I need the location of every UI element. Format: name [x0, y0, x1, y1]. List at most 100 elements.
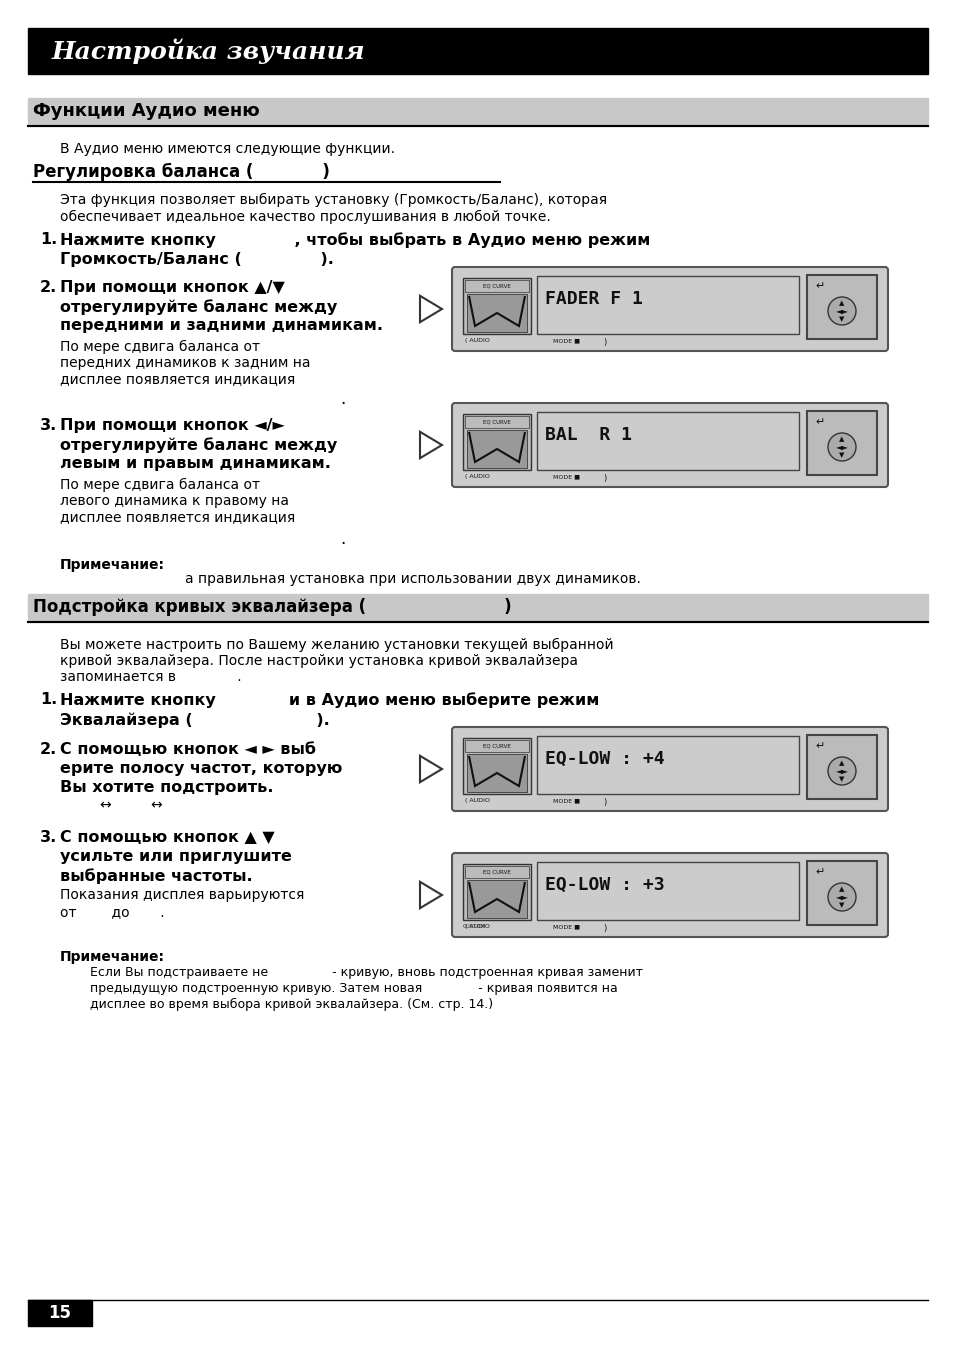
- Text: ): ): [602, 474, 605, 482]
- Text: При помощи кнопок ▲/▼: При помощи кнопок ▲/▼: [60, 280, 284, 295]
- Text: EQ CURVE: EQ CURVE: [482, 870, 511, 874]
- Text: FADER F 1: FADER F 1: [544, 290, 642, 308]
- Bar: [806, 860, 876, 925]
- Bar: [464, 416, 529, 428]
- Text: MODE ■: MODE ■: [553, 798, 579, 804]
- Text: отрегулируйте баланс между: отрегулируйте баланс между: [60, 299, 337, 314]
- Text: передних динамиков к задним на: передних динамиков к задним на: [60, 356, 310, 370]
- Text: 1.: 1.: [40, 232, 57, 247]
- Text: ▲: ▲: [839, 436, 843, 442]
- Text: Эта функция позволяет выбирать установку (Громкость/Баланс), которая: Эта функция позволяет выбирать установку…: [60, 192, 606, 207]
- Text: ( AUDIO: ( AUDIO: [464, 924, 489, 930]
- Text: ): ): [602, 798, 605, 808]
- Circle shape: [827, 883, 855, 911]
- Bar: [462, 738, 531, 794]
- Text: CUSTOM: CUSTOM: [462, 924, 486, 930]
- Text: ): ): [602, 337, 605, 347]
- Text: ↵: ↵: [814, 867, 823, 877]
- Text: дисплее появляется индикация: дисплее появляется индикация: [60, 509, 294, 524]
- Text: ( AUDIO: ( AUDIO: [464, 798, 489, 804]
- Text: EQ-LOW : +4: EQ-LOW : +4: [544, 751, 664, 768]
- Text: предыдущую подстроенную кривую. Затем новая              - кривая появится на: предыдущую подстроенную кривую. Затем но…: [90, 982, 618, 995]
- Text: По мере сдвига баланса от: По мере сдвига баланса от: [60, 478, 260, 492]
- Bar: [28, 98, 927, 126]
- Text: передними и задними динамикам.: передними и задними динамикам.: [60, 318, 382, 333]
- Bar: [806, 275, 876, 339]
- Text: По мере сдвига баланса от: По мере сдвига баланса от: [60, 340, 260, 354]
- Text: ▼: ▼: [839, 902, 843, 908]
- Text: Нажмите кнопку              , чтобы выбрать в Аудио меню режим: Нажмите кнопку , чтобы выбрать в Аудио м…: [60, 232, 650, 248]
- Text: Функции Аудио меню: Функции Аудио меню: [33, 102, 259, 121]
- Text: Эквалайзера (                      ).: Эквалайзера ( ).: [60, 711, 330, 728]
- Circle shape: [827, 757, 855, 785]
- FancyBboxPatch shape: [452, 267, 887, 351]
- Text: EQ-LOW : +3: EQ-LOW : +3: [544, 875, 664, 894]
- Bar: [462, 278, 531, 333]
- Text: С помощью кнопок ▲ ▼: С помощью кнопок ▲ ▼: [60, 831, 274, 846]
- FancyBboxPatch shape: [452, 728, 887, 812]
- Text: 2.: 2.: [40, 743, 57, 757]
- Text: ): ): [602, 924, 605, 934]
- Text: ▼: ▼: [839, 453, 843, 458]
- Bar: [464, 280, 529, 291]
- Bar: [462, 864, 531, 920]
- Text: ▲: ▲: [839, 299, 843, 306]
- Text: BAL  R 1: BAL R 1: [544, 425, 631, 444]
- Text: ◄►: ◄►: [835, 306, 847, 316]
- Text: обеспечивает идеальное качество прослушивания в любой точке.: обеспечивает идеальное качество прослуши…: [60, 210, 550, 224]
- Text: Громкость/Баланс (              ).: Громкость/Баланс ( ).: [60, 252, 334, 267]
- Bar: [28, 1299, 91, 1327]
- Text: Вы хотите подстроить.: Вы хотите подстроить.: [60, 780, 274, 795]
- Text: Вы можете настроить по Вашему желанию установки текущей выбранной: Вы можете настроить по Вашему желанию ус…: [60, 638, 613, 652]
- FancyBboxPatch shape: [452, 402, 887, 486]
- Text: MODE ■: MODE ■: [553, 474, 579, 480]
- Bar: [467, 753, 526, 793]
- Text: выбранные частоты.: выбранные частоты.: [60, 869, 253, 883]
- Bar: [806, 411, 876, 476]
- Text: MODE ■: MODE ■: [553, 924, 579, 930]
- Text: Примечание:: Примечание:: [60, 950, 165, 963]
- Text: 2.: 2.: [40, 280, 57, 295]
- Text: левого динамика к правому на: левого динамика к правому на: [60, 495, 289, 508]
- Text: ▼: ▼: [839, 776, 843, 782]
- Text: дисплее появляется индикация: дисплее появляется индикация: [60, 373, 294, 386]
- Text: EQ CURVE: EQ CURVE: [482, 420, 511, 424]
- Text: ▲: ▲: [839, 760, 843, 766]
- Text: EQ CURVE: EQ CURVE: [482, 283, 511, 289]
- Text: 15: 15: [49, 1304, 71, 1322]
- Text: При помощи кнопок ◄/►: При помощи кнопок ◄/►: [60, 417, 284, 434]
- Bar: [537, 276, 799, 333]
- Bar: [462, 415, 531, 470]
- Text: Примечание:: Примечание:: [60, 558, 165, 572]
- Text: ▼: ▼: [839, 316, 843, 322]
- Text: ↵: ↵: [814, 741, 823, 751]
- Text: Если Вы подстраиваете не                - кривую, вновь подстроенная кривая заме: Если Вы подстраиваете не - кривую, вновь…: [90, 966, 642, 980]
- Text: ↵: ↵: [814, 280, 823, 291]
- Text: В Аудио меню имеются следующие функции.: В Аудио меню имеются следующие функции.: [60, 142, 395, 156]
- Text: ▲: ▲: [839, 886, 843, 892]
- Bar: [467, 430, 526, 467]
- Bar: [806, 734, 876, 799]
- Text: ерите полосу частот, которую: ерите полосу частот, которую: [60, 762, 342, 776]
- Text: .: .: [339, 530, 345, 547]
- Text: отрегулируйте баланс между: отрегулируйте баланс между: [60, 438, 337, 453]
- Bar: [464, 866, 529, 878]
- Text: ↔         ↔: ↔ ↔: [100, 798, 162, 812]
- Bar: [28, 28, 927, 75]
- Bar: [537, 736, 799, 794]
- Text: запоминается в              .: запоминается в .: [60, 669, 241, 684]
- Text: кривой эквалайзера. После настройки установка кривой эквалайзера: кривой эквалайзера. После настройки уста…: [60, 654, 578, 668]
- Bar: [467, 879, 526, 917]
- Text: усильте или приглушите: усильте или приглушите: [60, 850, 292, 864]
- Circle shape: [827, 297, 855, 325]
- Text: а правильная установка при использовании двух динамиков.: а правильная установка при использовании…: [185, 572, 640, 585]
- FancyBboxPatch shape: [452, 854, 887, 938]
- Text: ↵: ↵: [814, 417, 823, 427]
- Text: ( AUDIO: ( AUDIO: [464, 474, 489, 480]
- Bar: [464, 740, 529, 752]
- Text: С помощью кнопок ◄ ► выб: С помощью кнопок ◄ ► выб: [60, 743, 315, 757]
- Text: ◄►: ◄►: [835, 893, 847, 901]
- Text: 3.: 3.: [40, 417, 57, 434]
- Text: 1.: 1.: [40, 692, 57, 707]
- Text: дисплее во время выбора кривой эквалайзера. (См. стр. 14.): дисплее во время выбора кривой эквалайзе…: [90, 999, 493, 1011]
